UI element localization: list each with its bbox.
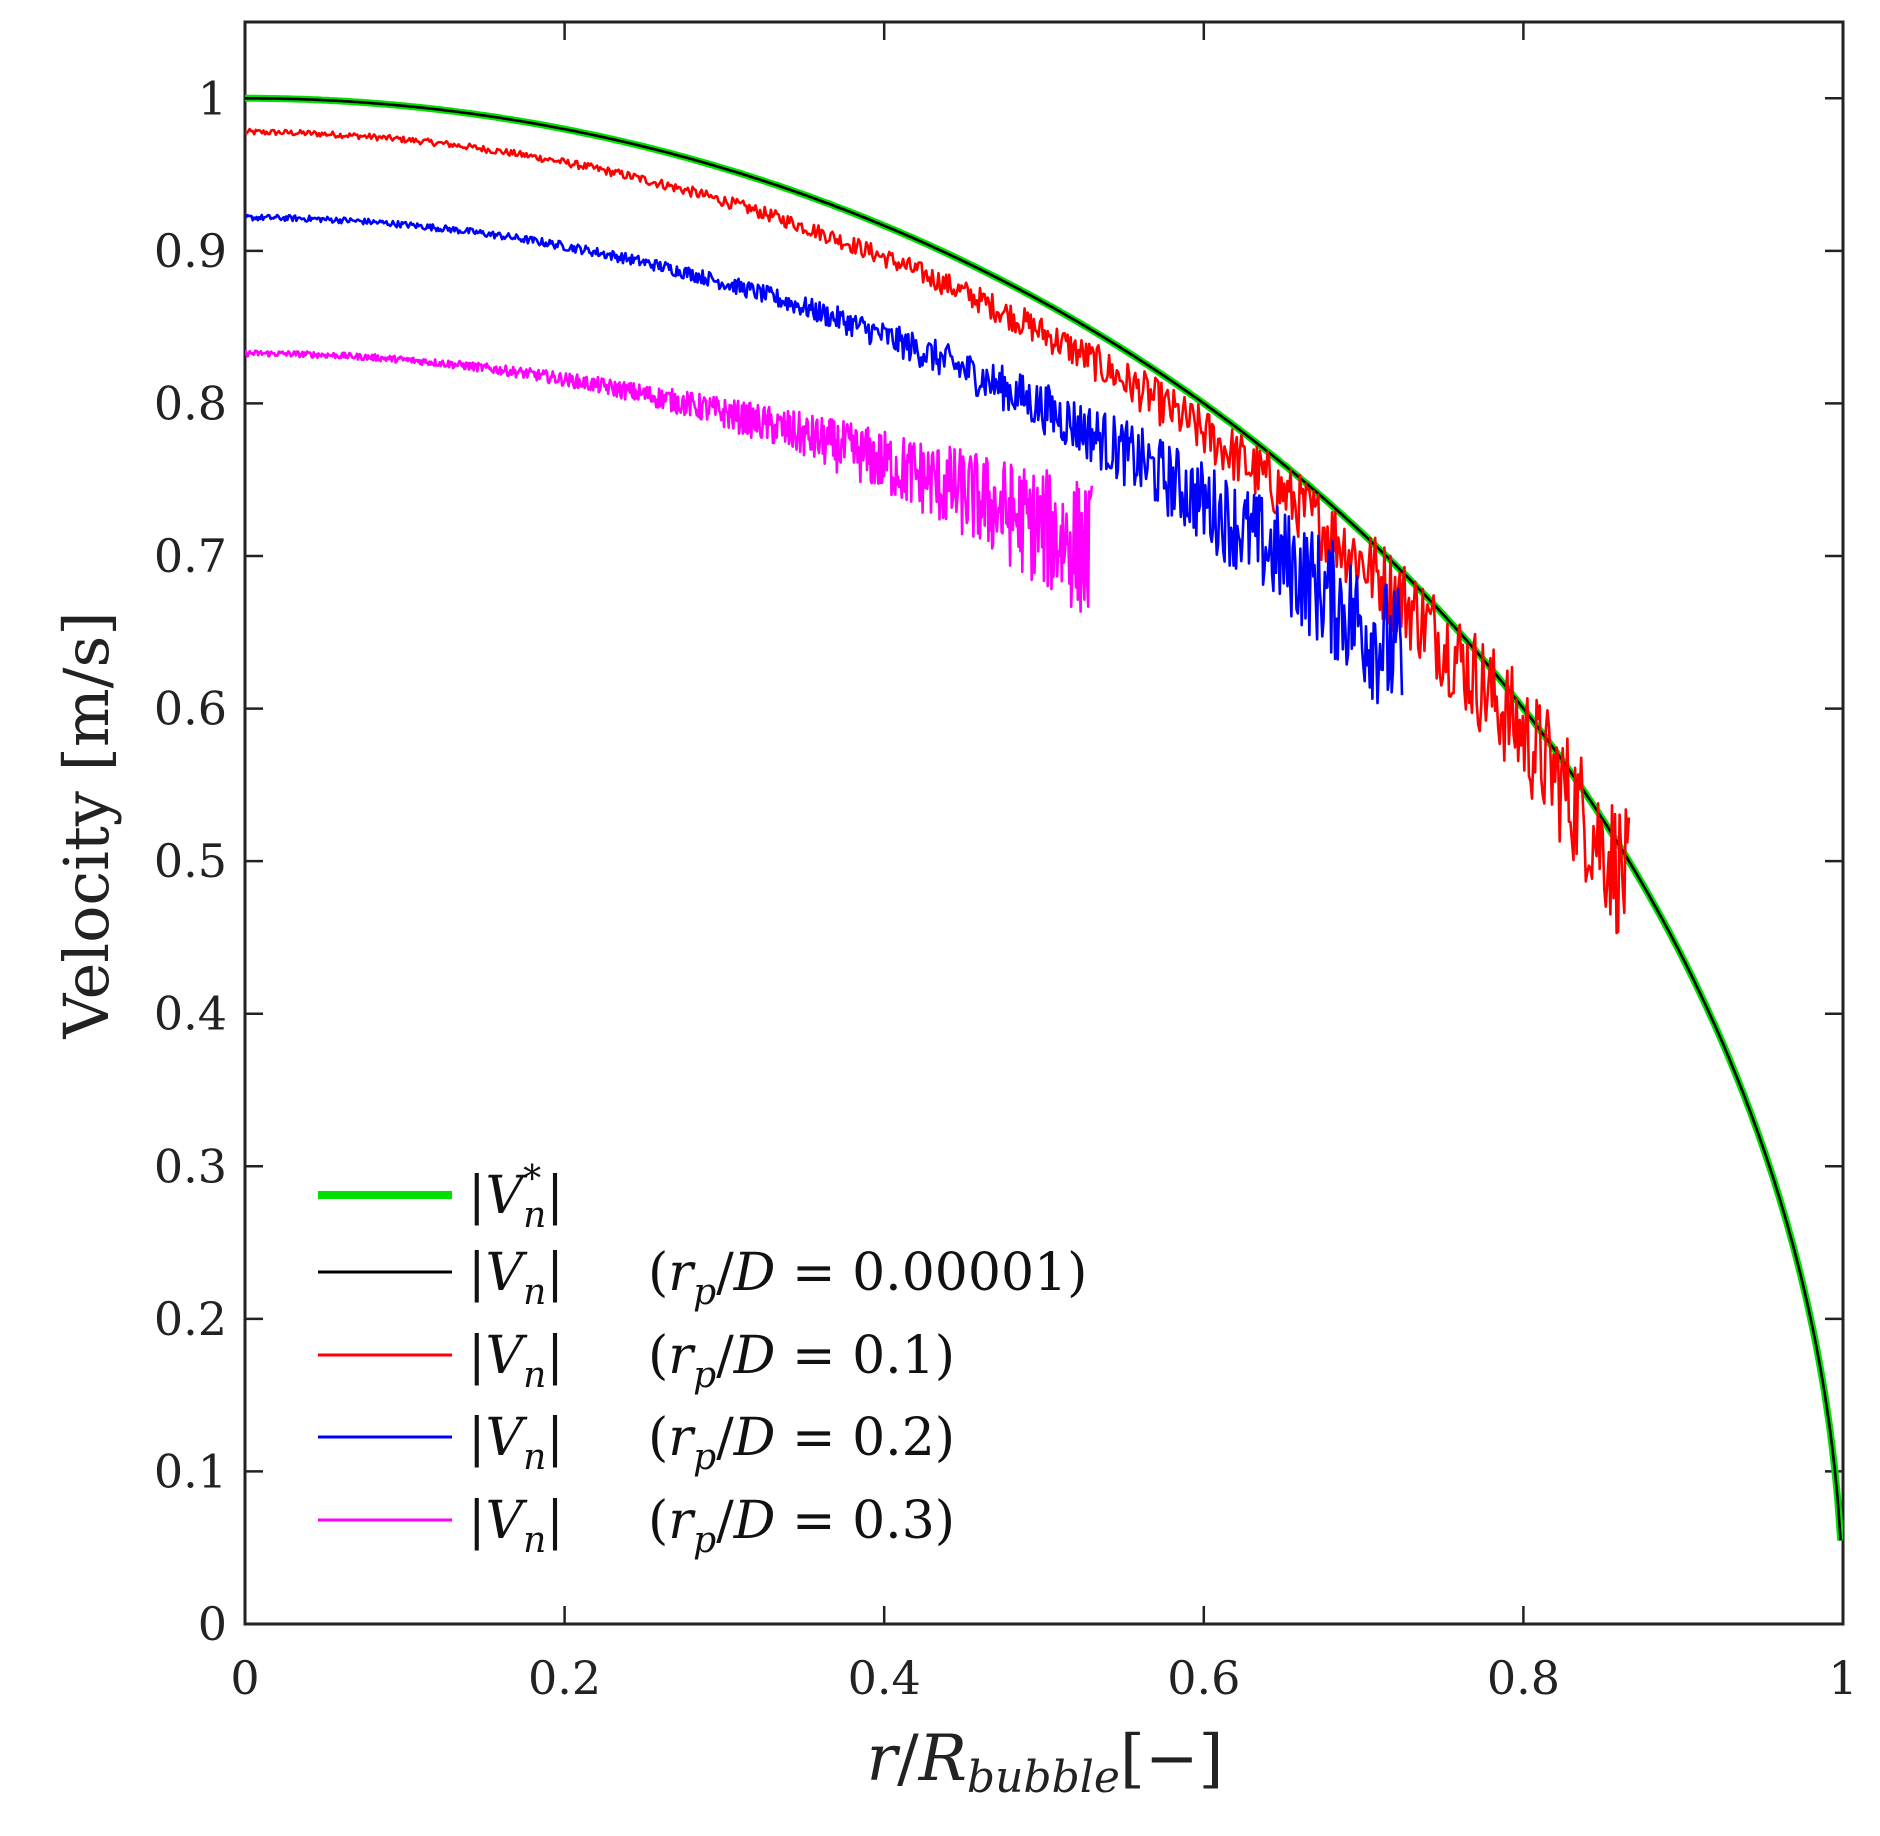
- legend-param-part: 0.00001: [852, 1243, 1067, 1303]
- legend-label-4: |Vn|: [468, 1491, 564, 1561]
- legend-param-part: p: [693, 1355, 716, 1396]
- series-line-4: [245, 349, 1094, 613]
- legend-param-part: /: [716, 1243, 734, 1303]
- legend-label-tail: |: [546, 1408, 564, 1468]
- legend-param-part: ): [935, 1408, 955, 1468]
- legend-param-part: D: [733, 1326, 776, 1386]
- y-tick-label: 0.6: [154, 682, 227, 736]
- legend-param-part: r: [668, 1408, 696, 1468]
- legend-label-main: |V: [468, 1491, 528, 1551]
- legend-label-main: |V: [468, 1243, 528, 1303]
- x-tick-label: 0.4: [848, 1651, 921, 1705]
- y-tick-label: 0.3: [154, 1139, 227, 1193]
- legend-param-part: 0.3: [852, 1491, 935, 1551]
- legend-label-tail: |: [546, 1243, 564, 1303]
- legend-label-tail: |: [546, 1326, 564, 1386]
- legend-param-part: ): [935, 1326, 955, 1386]
- legend-param-part: 0.1: [852, 1326, 935, 1386]
- legend: |V* n||Vn| (rp/D = 0.00001)|Vn| (rp/D = 0.1…: [318, 1159, 1087, 1561]
- legend-param-2: (rp/D = 0.1): [648, 1326, 955, 1396]
- tick-labels-layer: 0 0.2 0.4 0.6 0.8 1 0 0.1 0.2 0.3 0.4 0.5 0.6 0.7 0.8 0…: [154, 71, 1858, 1705]
- legend-param-part: p: [693, 1520, 716, 1561]
- legend-param-part: r: [668, 1491, 696, 1551]
- legend-param-part: (: [648, 1243, 668, 1303]
- x-axis-title-subscript: bubble: [967, 1752, 1120, 1803]
- legend-param-part: (: [648, 1408, 668, 1468]
- legend-label-1: |Vn|: [468, 1243, 564, 1313]
- legend-param-part: /: [716, 1408, 734, 1468]
- y-tick-label: 0.5: [154, 834, 227, 888]
- legend-param-part: r: [668, 1243, 696, 1303]
- y-tick-label: 1: [198, 71, 227, 125]
- legend-param-part: =: [775, 1491, 852, 1551]
- y-tick-label: 0.9: [154, 224, 227, 278]
- y-tick-label: 0.7: [154, 529, 227, 583]
- y-tick-label: 0.1: [154, 1444, 227, 1498]
- legend-param-1: (rp/D = 0.00001): [648, 1243, 1087, 1313]
- y-tick-label: 0.8: [154, 376, 227, 430]
- legend-label-2: |Vn|: [468, 1326, 564, 1396]
- legend-label-tail: |: [546, 1491, 564, 1551]
- legend-param-part: ): [1067, 1243, 1087, 1303]
- legend-param-part: D: [733, 1491, 776, 1551]
- legend-param-part: =: [775, 1243, 852, 1303]
- y-axis-title: Velocity [m/s]: [50, 611, 123, 1039]
- legend-label-tail: |: [546, 1166, 564, 1226]
- legend-param-4: (rp/D = 0.3): [648, 1491, 955, 1561]
- x-tick-label: 0.2: [528, 1651, 601, 1705]
- legend-param-part: (: [648, 1326, 668, 1386]
- legend-param-part: D: [733, 1408, 776, 1468]
- x-axis-title-slash: /: [897, 1722, 919, 1796]
- x-axis-title-r: r: [867, 1722, 901, 1796]
- ticks-layer: [243, 22, 1845, 1626]
- legend-param-3: (rp/D = 0.2): [648, 1408, 955, 1478]
- series-line-3: [245, 213, 1404, 705]
- legend-label-sub: n: [523, 1272, 546, 1313]
- legend-param-part: p: [693, 1272, 716, 1313]
- legend-label-main: |V: [468, 1408, 528, 1468]
- legend-param-part: r: [668, 1326, 696, 1386]
- legend-label-sub: n: [523, 1355, 546, 1396]
- x-tick-label: 0: [230, 1651, 259, 1705]
- x-tick-label: 1: [1828, 1651, 1857, 1705]
- legend-param-part: /: [716, 1326, 734, 1386]
- plot-frame: [243, 20, 1845, 1626]
- legend-label-sup: *: [523, 1159, 541, 1200]
- x-axis-title-unit: [−]: [1120, 1722, 1224, 1796]
- series-layer: [245, 94, 1843, 1541]
- legend-label-sub: n: [523, 1437, 546, 1478]
- legend-param-part: =: [775, 1408, 852, 1468]
- legend-param-part: =: [775, 1326, 852, 1386]
- legend-label-0: |V* n|: [468, 1159, 564, 1236]
- legend-param-part: (: [648, 1491, 668, 1551]
- legend-param-part: 0.2: [852, 1408, 935, 1468]
- x-axis-title-R: R: [918, 1722, 967, 1796]
- x-axis-title: r/Rbubble[−]: [867, 1722, 1224, 1803]
- legend-label-sub: n: [523, 1195, 546, 1236]
- legend-label-main: |V: [468, 1326, 528, 1386]
- y-tick-label: 0.2: [154, 1292, 227, 1346]
- y-tick-label: 0.4: [154, 987, 227, 1041]
- legend-param-part: /: [716, 1491, 734, 1551]
- legend-param-part: p: [693, 1437, 716, 1478]
- x-tick-label: 0.6: [1167, 1651, 1240, 1705]
- x-tick-label: 0.8: [1487, 1651, 1560, 1705]
- legend-label-main: |V: [468, 1166, 528, 1226]
- legend-label-3: |Vn|: [468, 1408, 564, 1478]
- y-tick-label: 0: [198, 1597, 227, 1651]
- legend-param-part: ): [935, 1491, 955, 1551]
- legend-label-sub: n: [523, 1520, 546, 1561]
- legend-param-part: D: [733, 1243, 776, 1303]
